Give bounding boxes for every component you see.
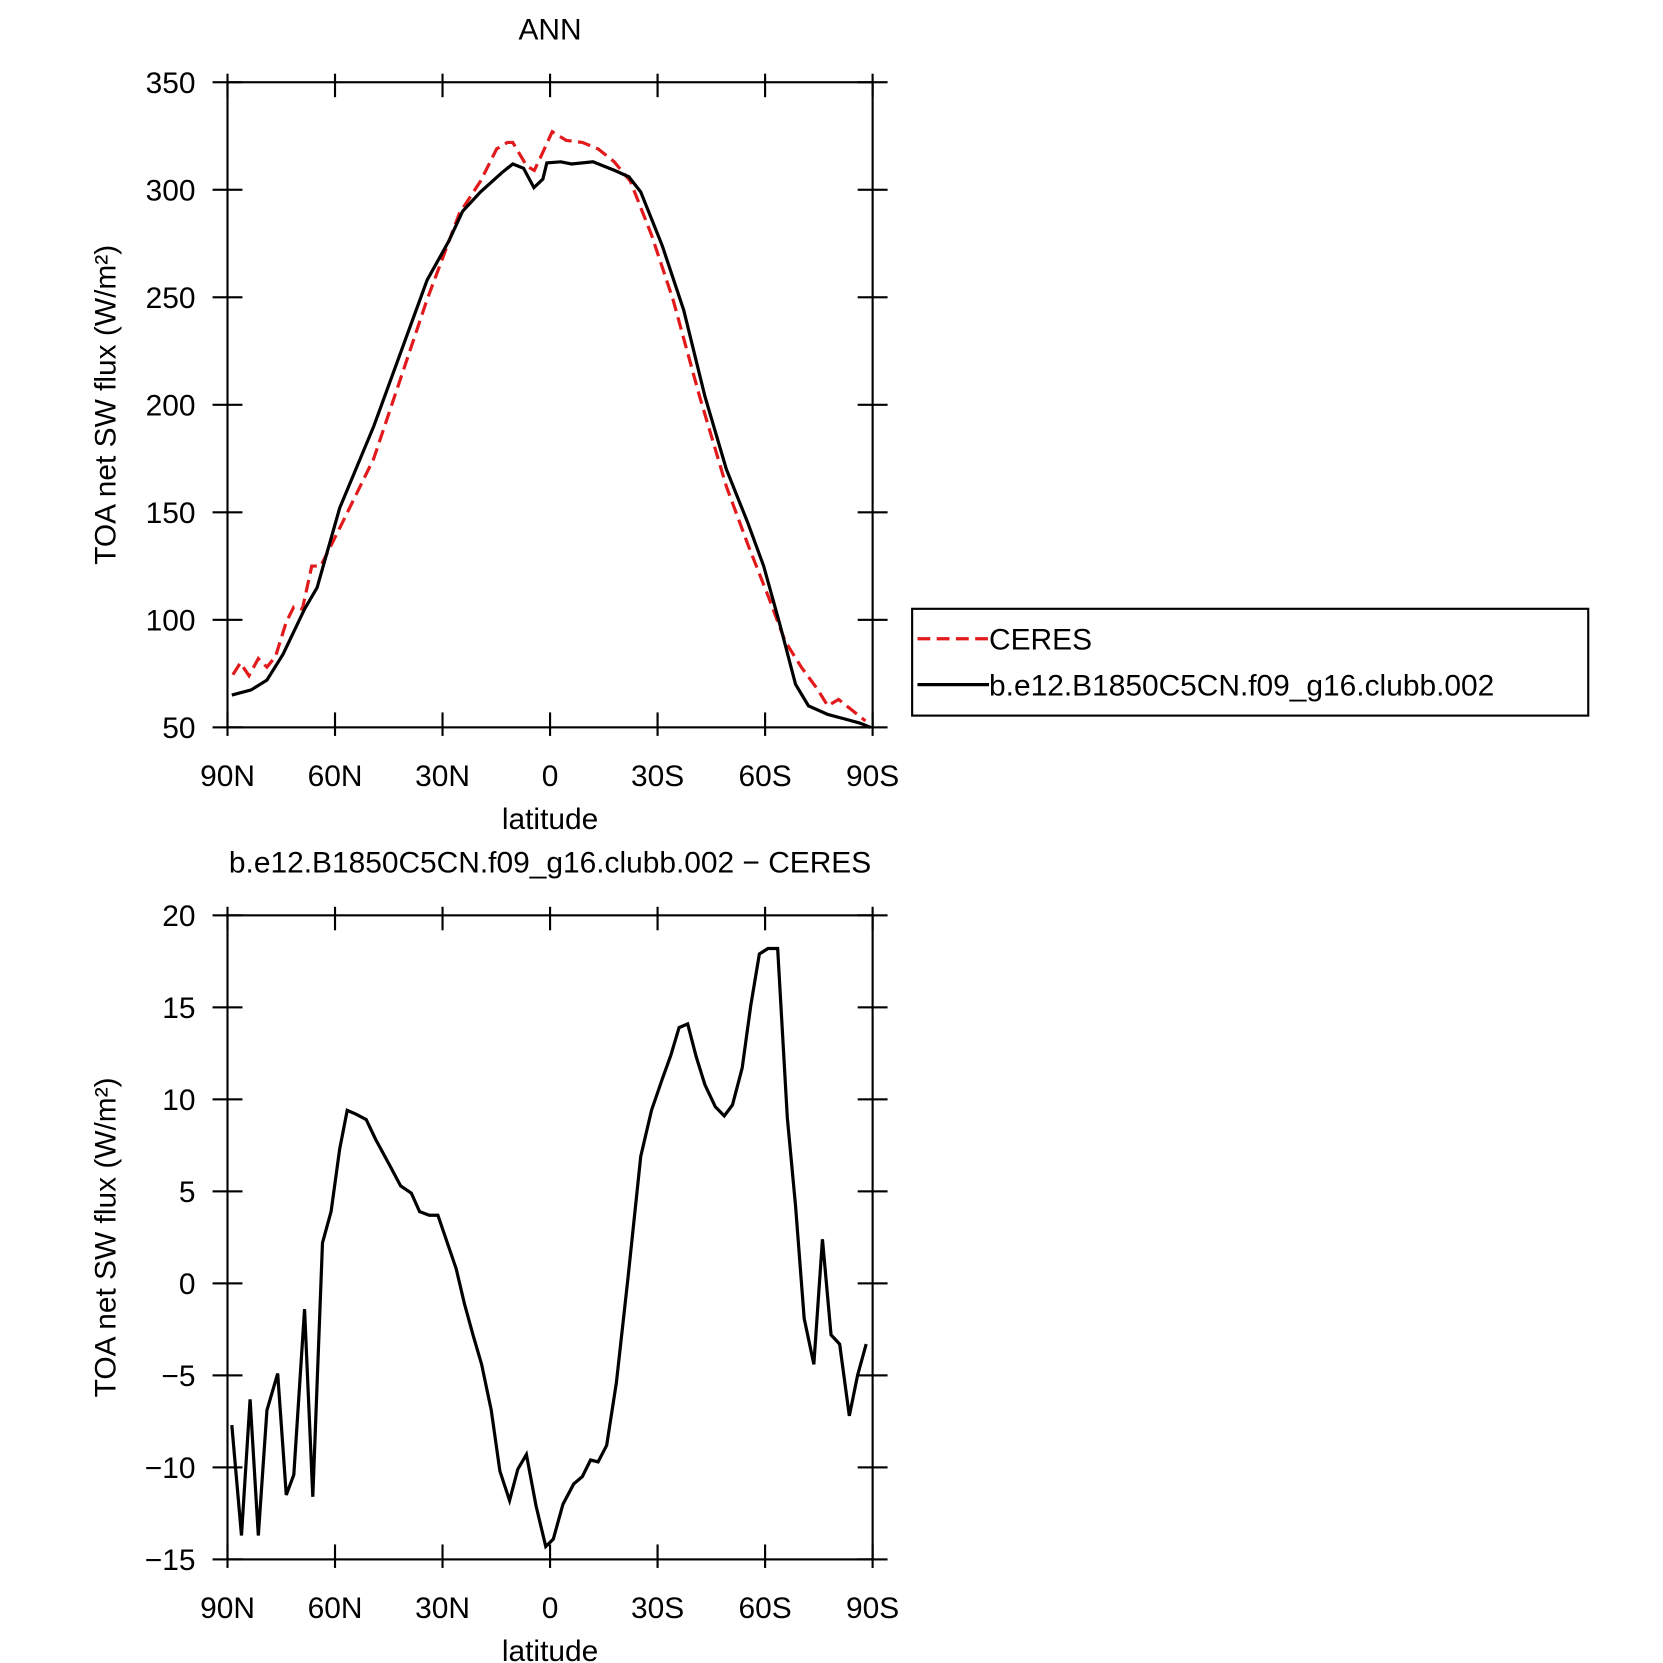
data-line <box>231 160 872 729</box>
x-tick-label: 90N <box>200 1592 255 1625</box>
y-tick-label: −10 <box>145 1452 196 1485</box>
plot-frame <box>226 914 874 1561</box>
x-tick-label: 60S <box>739 760 792 793</box>
x-tick-label: 0 <box>542 760 559 793</box>
y-tick-label: 100 <box>146 605 196 638</box>
data-line <box>231 129 867 723</box>
x-tick-label: 90N <box>200 760 255 793</box>
y-tick-label: −5 <box>161 1360 195 1393</box>
legend-label: CERES <box>989 623 1092 656</box>
y-axis-label: TOA net SW flux (W/m²) <box>89 245 122 565</box>
y-axis-label: TOA net SW flux (W/m²) <box>89 1077 122 1397</box>
y-tick-label: −15 <box>145 1544 196 1577</box>
legend-label: b.e12.B1850C5CN.f09_g16.clubb.002 <box>989 669 1494 702</box>
x-tick-label: 60N <box>308 760 363 793</box>
y-tick-label: 300 <box>146 174 196 207</box>
y-tick-label: 350 <box>146 67 196 100</box>
x-axis-label: latitude <box>502 1635 598 1663</box>
legend-box <box>911 607 1590 717</box>
y-tick-label: 0 <box>179 1268 196 1301</box>
x-tick-label: 60S <box>739 1592 792 1625</box>
x-tick-label: 90S <box>846 1592 899 1625</box>
y-tick-label: 5 <box>179 1176 196 1209</box>
chart-title: b.e12.B1850C5CN.f09_g16.clubb.002 − CERE… <box>229 847 871 880</box>
x-tick-label: 30N <box>415 760 470 793</box>
x-tick-label: 60N <box>308 1592 363 1625</box>
y-tick-label: 150 <box>146 497 196 530</box>
x-tick-label: 0 <box>542 1592 559 1625</box>
plot-frame <box>226 81 874 729</box>
x-axis-label: latitude <box>502 803 598 836</box>
y-tick-label: 15 <box>162 992 195 1025</box>
x-tick-label: 30S <box>631 1592 684 1625</box>
y-tick-label: 200 <box>146 389 196 422</box>
y-tick-label: 20 <box>162 900 195 933</box>
y-tick-label: 250 <box>146 282 196 315</box>
x-tick-label: 30S <box>631 760 684 793</box>
x-tick-label: 30N <box>415 1592 470 1625</box>
x-tick-label: 90S <box>846 760 899 793</box>
data-line <box>230 946 868 1550</box>
y-tick-label: 10 <box>162 1084 195 1117</box>
chart-title: ANN <box>519 14 582 47</box>
y-tick-label: 50 <box>162 712 195 745</box>
